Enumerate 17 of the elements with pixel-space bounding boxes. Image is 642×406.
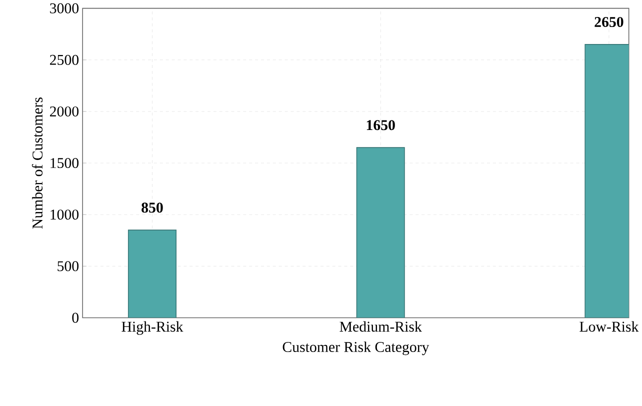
x-tick-label: Medium-Risk bbox=[340, 321, 422, 332]
y-axis-title: Number of Customers bbox=[32, 97, 43, 229]
y-tick-label: 1500 bbox=[50, 158, 79, 168]
x-tick-label: Low-Risk bbox=[580, 321, 639, 332]
y-tick-label: 500 bbox=[58, 261, 79, 272]
bar bbox=[356, 147, 405, 318]
x-tick-label: High-Risk bbox=[122, 321, 184, 335]
y-tick-label: 2000 bbox=[50, 106, 79, 116]
bar bbox=[128, 230, 177, 318]
data-label: 1650 bbox=[366, 120, 395, 130]
y-tick-label: 0 bbox=[72, 312, 79, 323]
x-axis-title: Customer Risk Category bbox=[282, 341, 430, 355]
y-tick-label: 1000 bbox=[50, 209, 79, 220]
data-label: 2650 bbox=[594, 16, 624, 27]
data-label: 850 bbox=[142, 202, 163, 212]
y-tick-label: 2500 bbox=[50, 54, 79, 65]
y-tick-label: 3000 bbox=[50, 3, 79, 14]
